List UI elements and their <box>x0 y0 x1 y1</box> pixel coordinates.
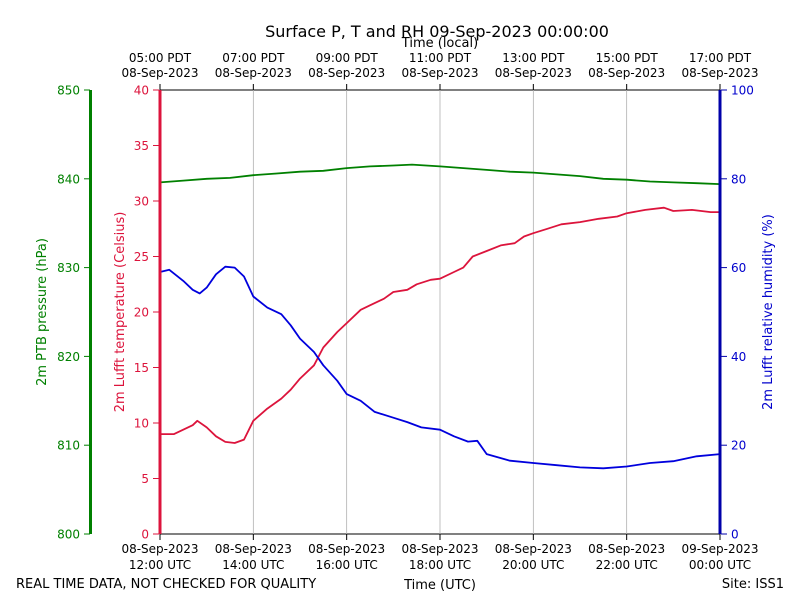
local-tick-time: 07:00 PDT <box>222 51 285 65</box>
pressure-tick-label: 850 <box>57 84 80 98</box>
temperature-axis-label: 2m Lufft temperature (Celsius) <box>113 212 128 413</box>
pressure-series-line <box>159 163 721 185</box>
utc-tick-time: 14:00 UTC <box>222 558 284 572</box>
utc-tick-date: 08-Sep-2023 <box>495 542 572 556</box>
pressure-tick-label: 830 <box>57 261 80 275</box>
pressure-tick-label: 810 <box>57 439 80 453</box>
humidity-tick-label: 100 <box>731 84 754 98</box>
humidity-series-line <box>159 265 721 470</box>
local-tick-time: 15:00 PDT <box>596 51 659 65</box>
temperature-tick-label: 0 <box>141 528 149 542</box>
series-layer <box>159 163 721 470</box>
ticks-layer: 800 810 820 830 840 850 0 5 10 15 20 25 30 35 40 0 20 40 6… <box>57 51 758 572</box>
humidity-tick-label: 80 <box>731 172 746 186</box>
local-tick-time: 11:00 PDT <box>409 51 472 65</box>
utc-tick-date: 08-Sep-2023 <box>401 542 478 556</box>
temperature-tick-label: 35 <box>134 139 149 153</box>
local-tick-date: 08-Sep-2023 <box>215 66 292 80</box>
humidity-tick-label: 20 <box>731 439 746 453</box>
temperature-tick-label: 25 <box>134 250 149 264</box>
site-label: Site: ISS1 <box>722 577 784 592</box>
axes-layer <box>89 90 722 534</box>
temperature-tick-label: 30 <box>134 195 149 209</box>
local-tick-date: 08-Sep-2023 <box>121 66 198 80</box>
local-tick-date: 08-Sep-2023 <box>588 66 665 80</box>
humidity-tick-label: 60 <box>731 261 746 275</box>
utc-tick-time: 22:00 UTC <box>596 558 658 572</box>
pressure-tick-label: 800 <box>57 528 80 542</box>
pressure-tick-label: 820 <box>57 350 80 364</box>
local-tick-date: 08-Sep-2023 <box>401 66 478 80</box>
chart-title: Surface P, T and RH 09-Sep-2023 00:00:00 <box>265 22 609 41</box>
local-tick-date: 08-Sep-2023 <box>308 66 385 80</box>
quality-note: REAL TIME DATA, NOT CHECKED FOR QUALITY <box>16 577 316 592</box>
bottom-axis-label: Time (UTC) <box>403 578 476 593</box>
local-tick-date: 08-Sep-2023 <box>495 66 572 80</box>
humidity-tick-label: 40 <box>731 350 746 364</box>
local-tick-date: 08-Sep-2023 <box>681 66 758 80</box>
temperature-tick-label: 5 <box>141 472 149 486</box>
temperature-tick-label: 40 <box>134 84 149 98</box>
temperature-series-line <box>160 206 720 444</box>
utc-tick-time: 18:00 UTC <box>409 558 471 572</box>
humidity-tick-label: 0 <box>731 528 739 542</box>
local-tick-time: 13:00 PDT <box>502 51 565 65</box>
pressure-tick-label: 840 <box>57 172 80 186</box>
utc-tick-date: 09-Sep-2023 <box>681 542 758 556</box>
pressure-axis-label: 2m PTB pressure (hPa) <box>35 238 50 386</box>
local-tick-time: 05:00 PDT <box>129 51 192 65</box>
utc-tick-time: 16:00 UTC <box>316 558 378 572</box>
utc-tick-time: 20:00 UTC <box>502 558 564 572</box>
local-tick-time: 17:00 PDT <box>689 51 752 65</box>
temperature-tick-label: 10 <box>134 417 149 431</box>
utc-tick-date: 08-Sep-2023 <box>308 542 385 556</box>
utc-tick-date: 08-Sep-2023 <box>215 542 292 556</box>
utc-tick-date: 08-Sep-2023 <box>588 542 665 556</box>
utc-tick-time: 00:00 UTC <box>689 558 751 572</box>
temperature-tick-label: 20 <box>134 306 149 320</box>
grid-lines <box>252 90 628 534</box>
utc-tick-time: 12:00 UTC <box>129 558 191 572</box>
local-tick-time: 09:00 PDT <box>316 51 379 65</box>
top-axis-label: Time (local) <box>401 36 478 51</box>
utc-tick-date: 08-Sep-2023 <box>121 542 198 556</box>
humidity-axis-label: 2m Lufft relative humidity (%) <box>761 214 776 410</box>
temperature-tick-label: 15 <box>134 361 149 375</box>
